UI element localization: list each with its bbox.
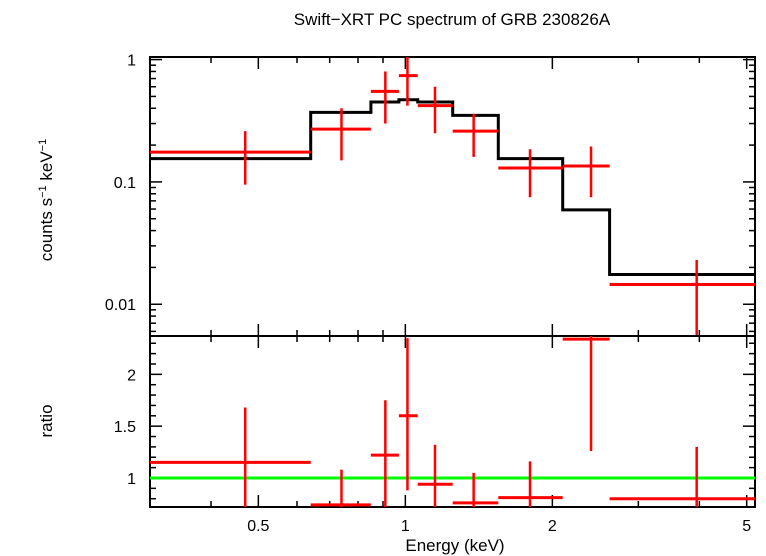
data-point [310, 108, 371, 161]
data-point [417, 444, 453, 507]
data-point [498, 149, 563, 198]
y-tick-label: 0.01 [105, 297, 136, 314]
ratio-panel: 0.5 1 2 5 1 1.5 2 ratio [37, 335, 756, 535]
spectrum-panel-frame [149, 56, 756, 337]
data-point [498, 461, 563, 507]
data-point [609, 259, 755, 336]
x-tick-label: 5 [742, 518, 751, 535]
data-point [562, 336, 610, 452]
x-tick-label: 1 [401, 518, 410, 535]
x-tick-label: 2 [548, 518, 557, 535]
data-point [370, 71, 399, 124]
data-point [452, 113, 499, 157]
chart-title: Swift−XRT PC spectrum of GRB 230826A [294, 10, 611, 29]
data-point [562, 146, 610, 198]
data-point [417, 86, 453, 134]
data-point [150, 407, 311, 507]
y-tick-label: 2 [127, 367, 136, 384]
ratio-panel-frame [149, 335, 756, 508]
x-tick-label: 0.5 [247, 518, 269, 535]
y-tick-label: 0.1 [114, 175, 136, 192]
data-point [452, 472, 499, 507]
ratio-y-axis-label: ratio [37, 404, 56, 437]
model-step-line [150, 98, 755, 276]
data-point [398, 57, 418, 106]
data-point [398, 338, 418, 491]
y-tick-label: 1.5 [114, 419, 136, 436]
spectrum-panel: 1 0.1 0.01 counts s−1 keV−1 [37, 53, 756, 337]
x-axis-label: Energy (keV) [405, 536, 504, 555]
spectrum-y-axis-label: counts s−1 keV−1 [37, 139, 56, 261]
data-point [150, 131, 311, 185]
data-point [310, 469, 371, 507]
data-point [609, 446, 755, 507]
data-point [370, 400, 399, 507]
y-tick-label: 1 [127, 53, 136, 70]
y-tick-label: 1 [127, 471, 136, 488]
